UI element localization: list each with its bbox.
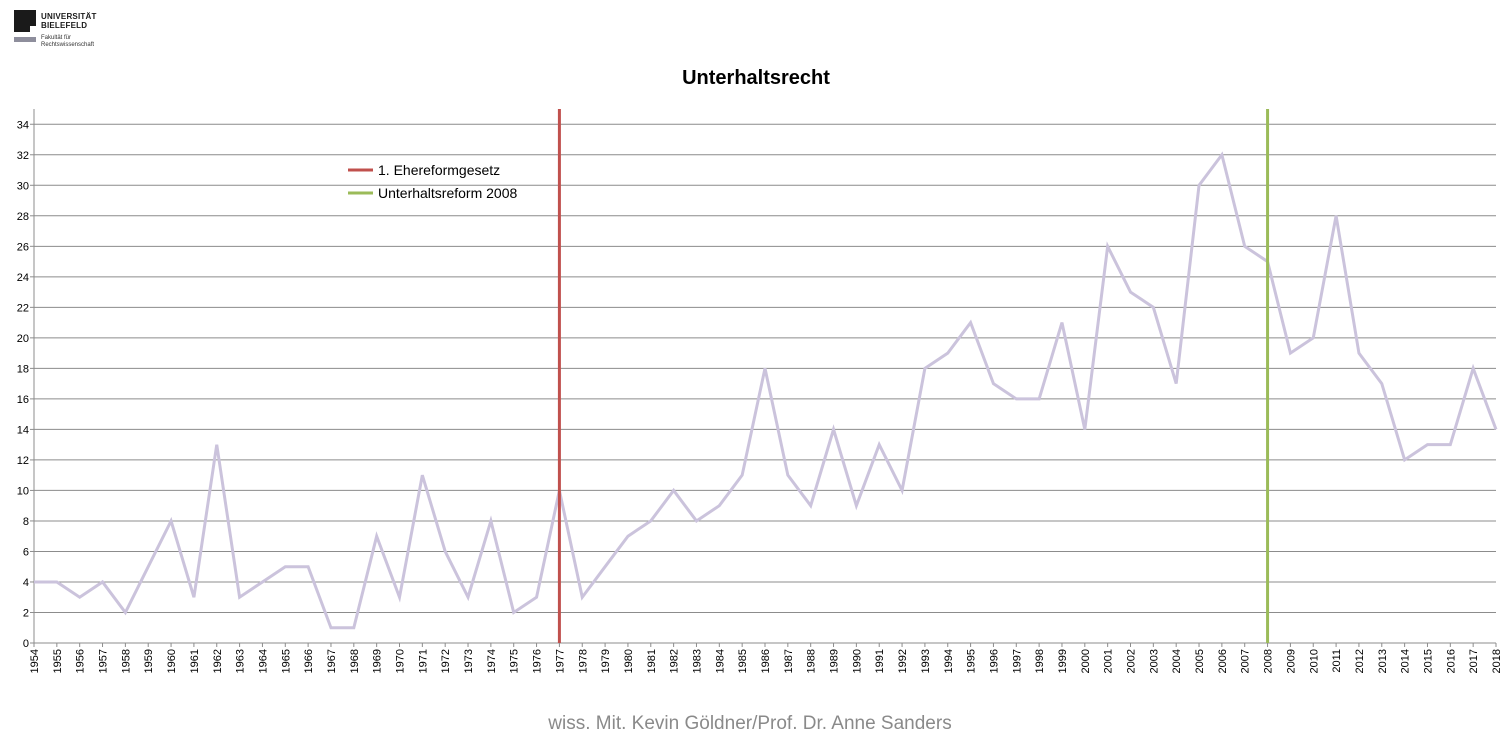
y-tick-label: 2 <box>23 607 29 619</box>
y-tick-label: 22 <box>17 302 29 314</box>
x-tick-label: 1993 <box>920 649 932 673</box>
x-tick-label: 1996 <box>988 649 1000 673</box>
x-tick-label: 2013 <box>1377 649 1389 673</box>
x-tick-label: 2005 <box>1194 649 1206 673</box>
y-tick-label: 34 <box>17 119 29 131</box>
x-tick-label: 2004 <box>1171 649 1183 673</box>
logo-bar-icon <box>14 37 36 42</box>
x-tick-label: 1956 <box>75 649 87 673</box>
x-tick-label: 1965 <box>280 649 292 673</box>
x-tick-label: 2015 <box>1422 649 1434 673</box>
x-tick-label: 1961 <box>189 649 201 673</box>
x-tick-label: 2001 <box>1103 649 1115 673</box>
y-tick-label: 18 <box>17 363 29 375</box>
x-tick-label: 1971 <box>417 649 429 673</box>
x-tick-label: 1964 <box>257 649 269 673</box>
x-tick-label: 1992 <box>897 649 909 673</box>
x-tick-label: 1968 <box>349 649 361 673</box>
x-tick-label: 1954 <box>29 649 41 673</box>
x-tick-label: 1997 <box>1011 649 1023 673</box>
y-tick-label: 0 <box>23 638 29 650</box>
x-tick-label: 1960 <box>166 649 178 673</box>
logo-university-line2: BIELEFELD <box>41 21 88 30</box>
y-tick-label: 26 <box>17 241 29 253</box>
x-tick-label: 1979 <box>600 649 612 673</box>
x-tick-label: 1984 <box>714 649 726 673</box>
logo-faculty-line1: Fakultät für <box>41 35 72 41</box>
x-tick-label: 1974 <box>486 649 498 673</box>
x-tick-label: 1987 <box>783 649 795 673</box>
x-tick-label: 1986 <box>760 649 772 673</box>
x-tick-label: 1977 <box>554 649 566 673</box>
x-tick-label: 1972 <box>440 649 452 673</box>
x-tick-label: 1985 <box>737 649 749 673</box>
y-tick-label: 24 <box>17 272 29 284</box>
x-tick-label: 1981 <box>646 649 658 673</box>
logo-university-line1: UNIVERSITÄT <box>41 12 97 21</box>
x-tick-label: 1966 <box>303 649 315 673</box>
logo-faculty-name: Fakultät für Rechtswissenschaft <box>41 35 94 49</box>
y-tick-label: 8 <box>23 516 29 528</box>
y-tick-label: 12 <box>17 455 29 467</box>
x-tick-label: 1978 <box>577 649 589 673</box>
x-tick-label: 1994 <box>943 649 955 673</box>
x-tick-label: 2002 <box>1126 649 1138 673</box>
x-tick-label: 1988 <box>806 649 818 673</box>
x-tick-label: 1959 <box>143 649 155 673</box>
y-tick-label: 20 <box>17 333 29 345</box>
x-tick-label: 2007 <box>1240 649 1252 673</box>
x-tick-label: 1958 <box>120 649 132 673</box>
y-tick-label: 28 <box>17 211 29 223</box>
x-tick-label: 2016 <box>1445 649 1457 673</box>
y-tick-label: 16 <box>17 394 29 406</box>
y-tick-label: 14 <box>17 424 29 436</box>
x-tick-label: 1967 <box>326 649 338 673</box>
x-tick-label: 1998 <box>1034 649 1046 673</box>
y-tick-label: 4 <box>23 577 29 589</box>
x-tick-label: 1955 <box>52 649 64 673</box>
x-tick-label: 1973 <box>463 649 475 673</box>
x-tick-label: 1995 <box>966 649 978 673</box>
x-tick-label: 1990 <box>851 649 863 673</box>
x-tick-label: 1976 <box>532 649 544 673</box>
x-tick-label: 1991 <box>874 649 886 673</box>
x-tick-label: 2003 <box>1148 649 1160 673</box>
x-tick-label: 1982 <box>669 649 681 673</box>
x-tick-label: 1980 <box>623 649 635 673</box>
x-tick-label: 1969 <box>372 649 384 673</box>
x-tick-label: 1957 <box>98 649 110 673</box>
x-tick-label: 2014 <box>1400 649 1412 673</box>
x-tick-label: 2010 <box>1308 649 1320 673</box>
x-tick-label: 1970 <box>395 649 407 673</box>
x-tick-label: 2009 <box>1285 649 1297 673</box>
x-tick-label: 1999 <box>1057 649 1069 673</box>
x-tick-label: 2017 <box>1468 649 1480 673</box>
logo-university-name: UNIVERSITÄT BIELEFELD <box>41 12 97 30</box>
y-tick-label: 6 <box>23 546 29 558</box>
series-line <box>34 151 1498 630</box>
x-tick-label: 1962 <box>212 649 224 673</box>
university-logo: UNIVERSITÄT BIELEFELD Fakultät für Recht… <box>14 10 124 52</box>
x-tick-label: 2011 <box>1331 649 1343 673</box>
x-tick-label: 2012 <box>1354 649 1366 673</box>
x-tick-label: 1975 <box>509 649 521 673</box>
logo-mark-icon <box>14 10 36 32</box>
legend-label: Unterhaltsreform 2008 <box>378 185 518 201</box>
footer-credit: wiss. Mit. Kevin Göldner/Prof. Dr. Anne … <box>548 713 952 734</box>
y-tick-label: 32 <box>17 150 29 162</box>
x-tick-label: 1963 <box>235 649 247 673</box>
y-tick-label: 10 <box>17 485 29 497</box>
x-tick-label: 1989 <box>829 649 841 673</box>
x-tick-label: 1983 <box>691 649 703 673</box>
logo-faculty-line2: Rechtswissenschaft <box>41 42 95 48</box>
x-tick-label: 2006 <box>1217 649 1229 673</box>
x-tick-label: 2018 <box>1491 649 1503 673</box>
x-tick-label: 2000 <box>1080 649 1092 673</box>
chart-title: Unterhaltsrecht <box>682 67 830 89</box>
x-tick-label: 2008 <box>1263 649 1275 673</box>
y-tick-label: 30 <box>17 180 29 192</box>
legend-label: 1. Ehereformgesetz <box>378 162 500 178</box>
